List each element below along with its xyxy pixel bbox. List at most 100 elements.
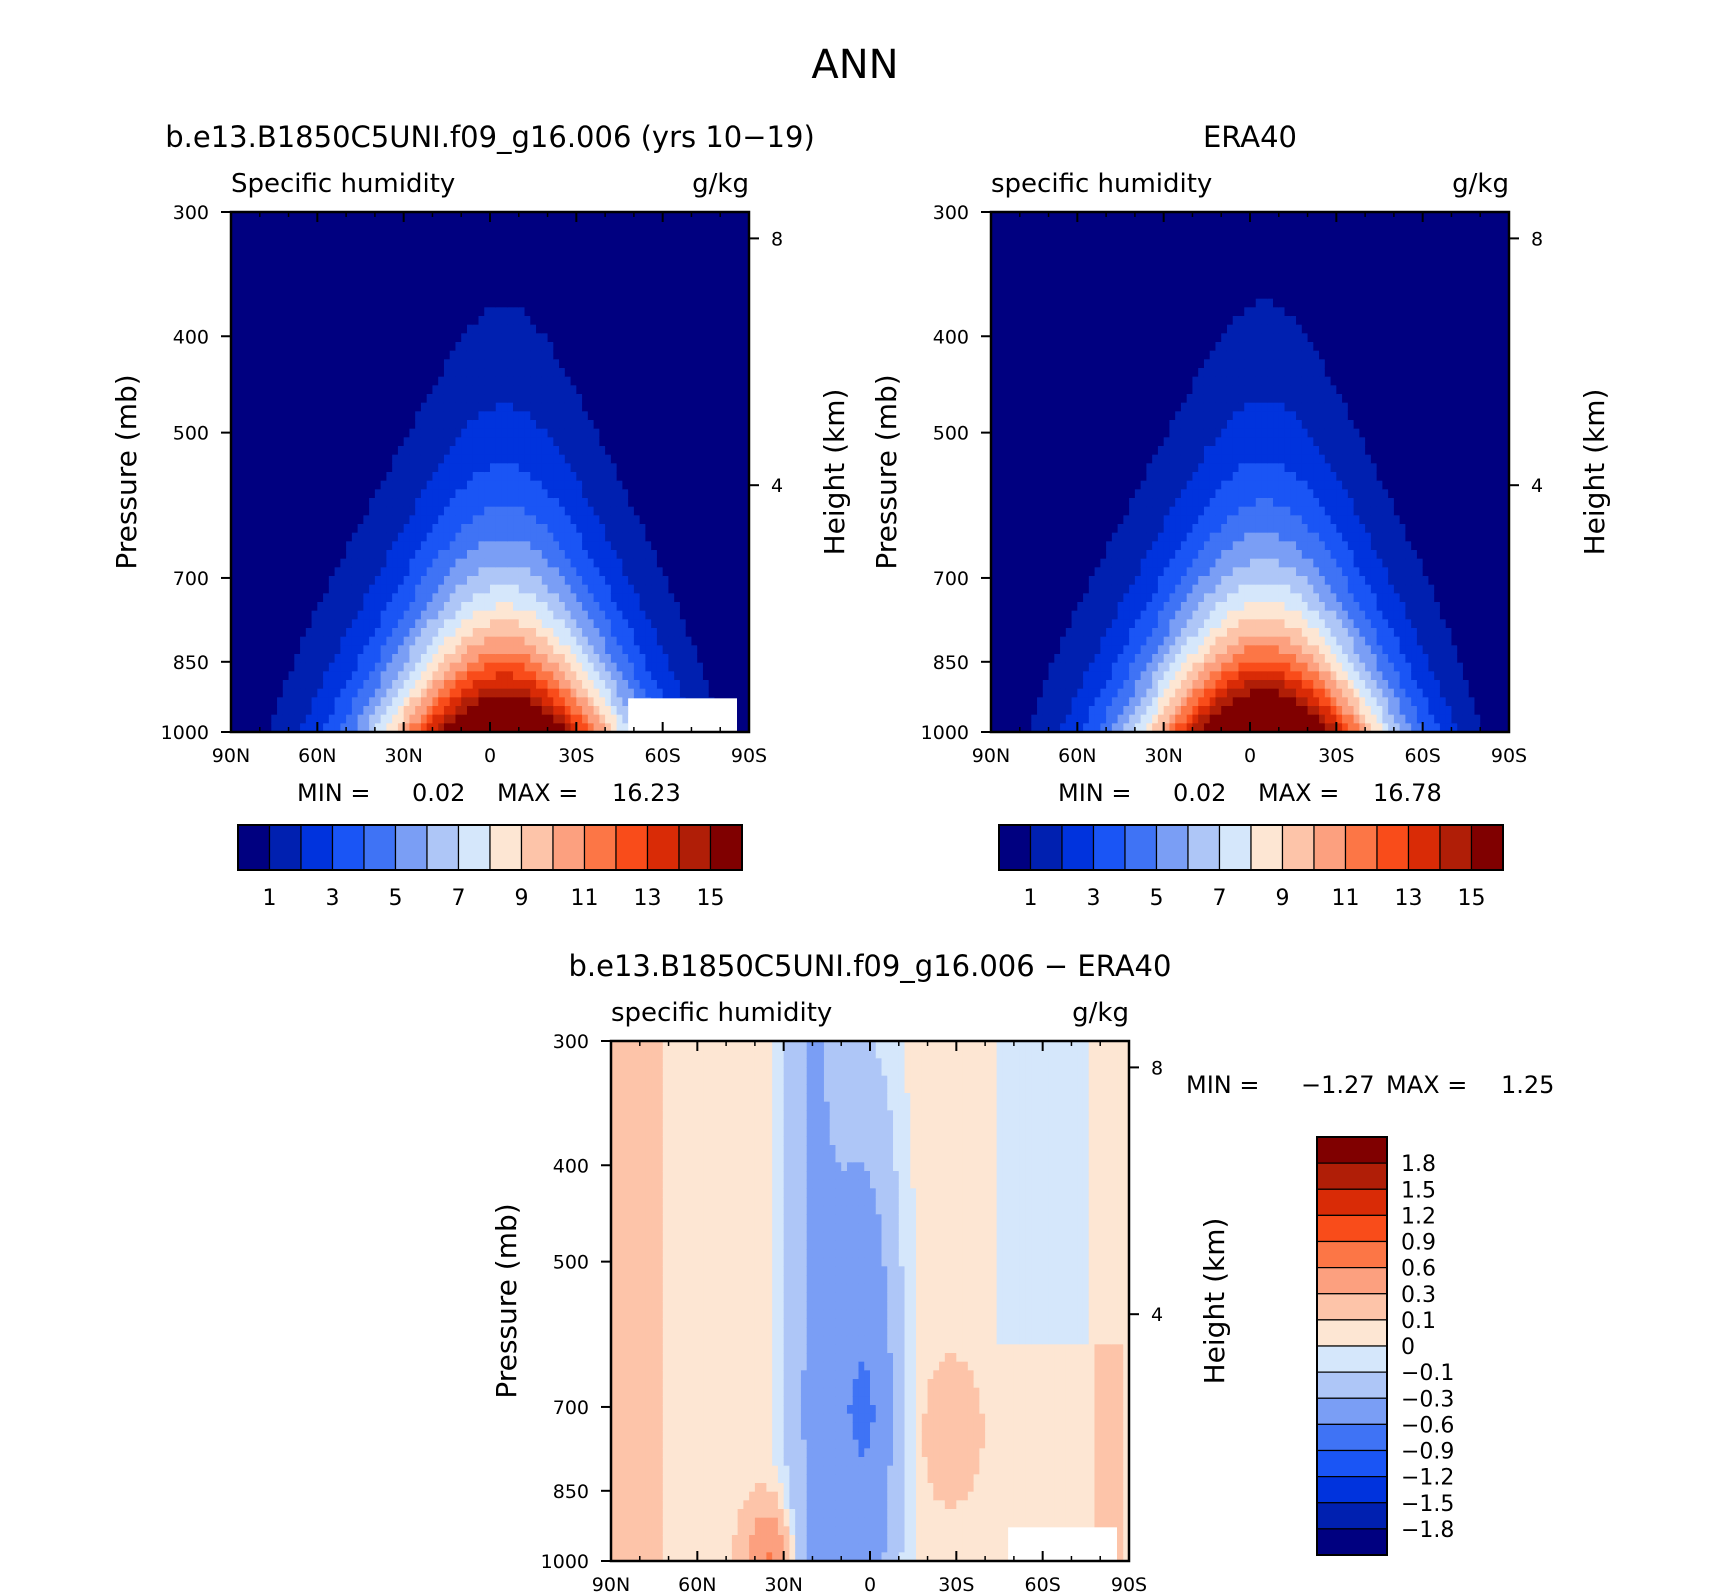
field-cell	[524, 680, 531, 690]
field-cell	[708, 290, 716, 300]
field-cell	[380, 428, 387, 438]
field-cell	[432, 428, 439, 438]
field-cell	[507, 316, 514, 326]
field-cell	[461, 411, 468, 421]
field-cell	[536, 636, 543, 646]
field-cell	[466, 688, 474, 698]
field-cell	[392, 385, 399, 395]
field-cell	[645, 272, 652, 282]
field-cell	[582, 662, 589, 672]
field-cell	[564, 671, 572, 681]
field-cell	[616, 506, 623, 516]
field-cell	[426, 446, 434, 456]
field-cell	[472, 324, 480, 334]
field-cell	[587, 394, 595, 404]
field-cell	[541, 463, 549, 473]
field-cell	[403, 688, 411, 698]
field-cell	[484, 420, 491, 430]
field-cell	[277, 342, 284, 352]
field-cell	[300, 654, 307, 664]
field-cell	[466, 602, 474, 612]
field-cell	[697, 220, 704, 230]
field-cell	[363, 480, 370, 490]
field-cell	[426, 498, 434, 508]
field-cell	[651, 264, 658, 274]
field-cell	[432, 680, 439, 690]
field-cell	[305, 342, 313, 352]
field-cell	[501, 342, 508, 352]
field-cell	[691, 584, 698, 594]
field-cell	[455, 368, 462, 378]
field-cell	[639, 576, 646, 586]
field-cell	[248, 281, 255, 291]
field-cell	[478, 688, 485, 698]
field-cell	[346, 723, 353, 733]
field-cell	[461, 394, 468, 404]
field-cell	[248, 333, 255, 343]
field-cell	[674, 645, 681, 655]
field-cell	[374, 628, 382, 638]
field-cell	[282, 238, 290, 248]
field-cell	[524, 706, 531, 716]
field-cell	[420, 524, 428, 534]
field-cell	[697, 480, 704, 490]
field-cell	[564, 212, 572, 222]
field-cell	[691, 316, 698, 326]
field-cell	[386, 610, 393, 620]
field-cell	[507, 723, 514, 733]
field-cell	[461, 376, 468, 386]
field-cell	[679, 238, 687, 248]
field-cell	[340, 506, 347, 516]
field-cell	[403, 567, 411, 577]
field-cell	[622, 680, 629, 690]
field-cell	[679, 506, 687, 516]
field-cell	[455, 506, 462, 516]
field-cell	[622, 506, 629, 516]
field-cell	[334, 255, 341, 265]
field-cell	[513, 602, 520, 612]
field-cell	[432, 706, 439, 716]
field-cell	[455, 342, 462, 352]
field-cell	[334, 576, 341, 586]
field-cell	[530, 411, 537, 421]
field-cell	[622, 714, 629, 724]
field-cell	[495, 385, 503, 395]
field-cell	[708, 255, 716, 265]
field-cell	[702, 454, 710, 464]
field-cell	[564, 706, 572, 716]
field-cell	[392, 324, 399, 334]
field-cell	[369, 636, 376, 646]
field-cell	[254, 498, 261, 508]
field-cell	[351, 376, 359, 386]
field-cell	[386, 697, 393, 707]
field-cell	[466, 394, 474, 404]
field-cell	[610, 342, 618, 352]
field-cell	[432, 264, 439, 274]
field-cell	[403, 246, 411, 256]
field-cell	[466, 212, 474, 222]
field-cell	[530, 645, 537, 655]
field-cell	[599, 576, 606, 586]
field-cell	[317, 463, 324, 473]
field-cell	[426, 697, 434, 707]
field-cell	[409, 550, 416, 560]
field-cell	[455, 671, 462, 681]
field-cell	[403, 593, 411, 603]
field-cell	[662, 480, 670, 490]
field-cell	[466, 385, 474, 395]
field-cell	[351, 636, 359, 646]
field-cell	[231, 298, 238, 308]
field-cell	[415, 628, 422, 638]
field-cell	[271, 619, 278, 629]
field-cell	[605, 576, 612, 586]
field-cell	[392, 394, 399, 404]
field-cell	[633, 558, 641, 568]
field-cell	[490, 628, 497, 638]
field-cell	[576, 316, 583, 326]
field-cell	[334, 593, 341, 603]
field-cell	[311, 220, 318, 230]
field-cell	[484, 411, 491, 421]
field-cell	[294, 524, 301, 534]
field-cell	[645, 662, 652, 672]
field-cell	[328, 437, 336, 447]
